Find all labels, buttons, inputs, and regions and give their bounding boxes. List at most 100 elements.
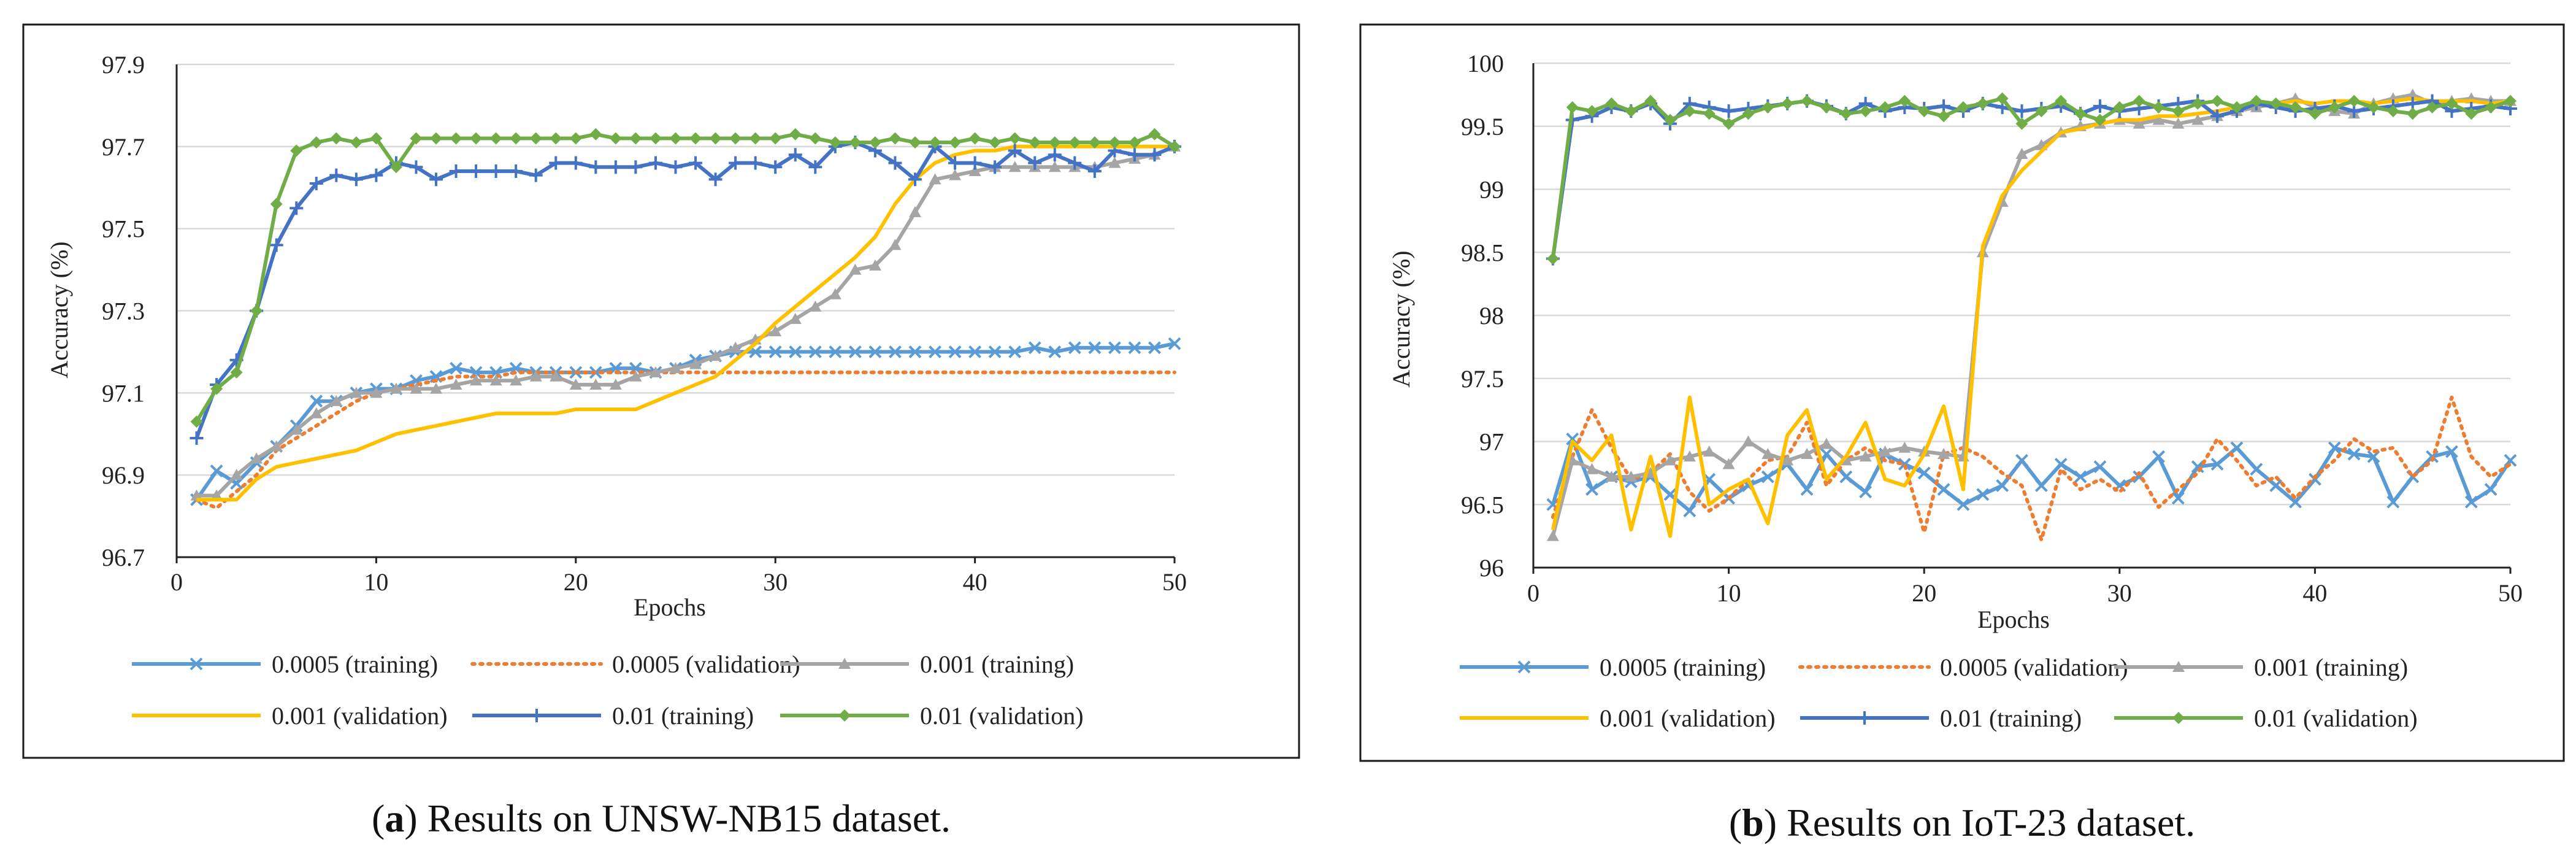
panel-b-y-tick-label: 100 xyxy=(1467,50,1504,77)
panel-a-data-point xyxy=(449,164,463,178)
panel-a-data-point xyxy=(689,132,702,145)
panel-b-data-point xyxy=(2034,479,2048,492)
panel-a-data-point xyxy=(988,345,1002,358)
panel-a-legend-marker xyxy=(838,658,851,669)
panel-b-data-point xyxy=(2093,460,2107,474)
panel-a-data-point xyxy=(389,382,402,394)
panel-b-legend-label: 0.0005 (validation) xyxy=(1940,654,2128,681)
panel-a-data-point xyxy=(949,136,962,149)
panel-b-data-point xyxy=(1683,105,1696,118)
panel-b-data-point xyxy=(1938,448,1950,460)
panel-a-data-point xyxy=(708,172,723,187)
panel-b-data-point xyxy=(1585,463,1598,474)
panel-a-x-tick-label: 10 xyxy=(364,568,388,596)
panel-b-legend-label: 0.001 (training) xyxy=(2254,654,2408,681)
panel-a-data-point xyxy=(889,345,902,358)
panel-b-data-point xyxy=(1801,94,1814,107)
panel-a-x-tick-label: 40 xyxy=(963,568,987,596)
panel-a-data-point xyxy=(948,345,962,358)
panel-a-data-point xyxy=(669,362,682,374)
panel-a-data-point xyxy=(1108,341,1121,355)
panel-a-data-point xyxy=(848,345,862,358)
panel-b-data-point xyxy=(2035,105,2048,118)
panel-b-data-point xyxy=(2093,99,2107,113)
panel-a-data-point xyxy=(1008,161,1021,172)
panel-b-data-point xyxy=(2152,114,2165,125)
panel-b-data-point xyxy=(2074,107,2087,120)
panel-a-data-point xyxy=(1029,136,1041,149)
panel-a-y-tick-label: 97.9 xyxy=(102,51,145,79)
panel-a-data-point xyxy=(609,378,622,390)
panel-b-data-point xyxy=(2328,101,2341,114)
panel-a-x-tick-label: 30 xyxy=(763,568,788,596)
panel-a-legend-entry: 0.0005 (validation) xyxy=(470,650,800,678)
panel-a-data-point xyxy=(1128,136,1141,149)
panel-a-data-point xyxy=(290,144,303,157)
panel-a-legend-entry: 0.001 (training) xyxy=(780,650,1074,678)
panel-a-x-tick-label: 50 xyxy=(1162,568,1187,596)
panel-b-data-point xyxy=(1664,114,1677,126)
panel-a-y-tick-label: 97.5 xyxy=(102,215,145,243)
panel-a-series-5 xyxy=(190,128,1181,428)
panel-b-legend-entry: 0.001 (training) xyxy=(2114,654,2408,681)
panel-a-data-point xyxy=(649,366,662,377)
panel-a-series-4 xyxy=(190,136,1181,445)
panel-a-x-axis-label: Epochs xyxy=(634,593,706,621)
panel-a-data-point xyxy=(949,169,962,180)
panel-b-y-tick-label: 96 xyxy=(1479,554,1504,582)
panel-a-data-point xyxy=(569,132,582,145)
panel-a-data-point xyxy=(968,132,981,145)
panel-a-data-point xyxy=(250,452,263,464)
panel-a-data-point xyxy=(808,160,822,174)
panel-b-data-point xyxy=(2172,105,2185,118)
panel-a-data-point xyxy=(868,345,882,358)
panel-a-series-1 xyxy=(194,370,1176,510)
panel-b-data-point xyxy=(2289,495,2302,509)
panel-a-data-point xyxy=(769,325,782,336)
panel-b-legend-entry: 0.001 (validation) xyxy=(1460,704,1776,732)
panel-b-data-point xyxy=(2367,101,2380,114)
panel-b-y-tick-label: 99 xyxy=(1479,176,1504,204)
panel-a-data-point xyxy=(190,431,204,445)
panel-b-caption: (b) Results on IoT-23 dataset. xyxy=(1729,801,2195,844)
panel-a-data-point xyxy=(510,374,523,386)
panel-b-series-5 xyxy=(1546,92,2517,265)
panel-a-data-point xyxy=(489,374,502,386)
panel-a-data-point xyxy=(929,136,941,149)
panel-b-y-tick-label: 97.5 xyxy=(1461,365,1504,393)
panel-b-x-tick-label: 50 xyxy=(2498,579,2523,607)
panel-b-data-point xyxy=(2113,101,2126,114)
panel-a-data-point xyxy=(829,345,842,358)
panel-a-data-point xyxy=(549,156,563,170)
panel-b-data-point xyxy=(1683,504,1696,517)
panel-b-frame xyxy=(1359,23,2565,762)
panel-a-data-point xyxy=(789,345,802,358)
panel-a-legend-entry: 0.001 (validation) xyxy=(132,702,448,730)
panel-a-data-point xyxy=(629,160,643,174)
panel-b-data-point xyxy=(1703,107,1715,120)
panel-b-data-point xyxy=(1703,445,1715,457)
panel-a-data-point xyxy=(289,201,304,215)
panel-b-data-point xyxy=(2465,107,2478,120)
panel-a-data-point xyxy=(1008,345,1022,358)
panel-a-data-point xyxy=(529,370,542,382)
panel-a-data-point xyxy=(310,395,323,408)
panel-b-data-point xyxy=(2348,94,2361,107)
panel-b-data-point xyxy=(1761,470,1774,484)
panel-a-data-point xyxy=(888,156,902,170)
panel-a-data-point xyxy=(429,172,443,187)
panel-a-data-point xyxy=(649,132,662,145)
panel-b-data-point xyxy=(2015,104,2029,118)
panel-b-legend: 0.0005 (training) 0.0005 (validation) 0.00… xyxy=(1460,654,2418,732)
panel-b-y-tick-label: 98 xyxy=(1479,302,1504,330)
panel-a-data-point xyxy=(370,132,383,145)
panel-a-axes: 96.7 96.9 97.1 97.3 97.5 97.7 97.9 0 10 20 30 40 50 xyxy=(102,51,1187,596)
panel-a-data-point xyxy=(1108,136,1121,149)
panel-b-legend-marker xyxy=(1517,660,1531,674)
panel-b-y-tick-label: 99.5 xyxy=(1461,113,1504,141)
panel-b-data-point xyxy=(2269,97,2282,110)
panel-b-data-point xyxy=(2191,97,2204,110)
panel-a-data-point xyxy=(190,415,203,428)
panel-b-data-point xyxy=(2074,470,2087,484)
